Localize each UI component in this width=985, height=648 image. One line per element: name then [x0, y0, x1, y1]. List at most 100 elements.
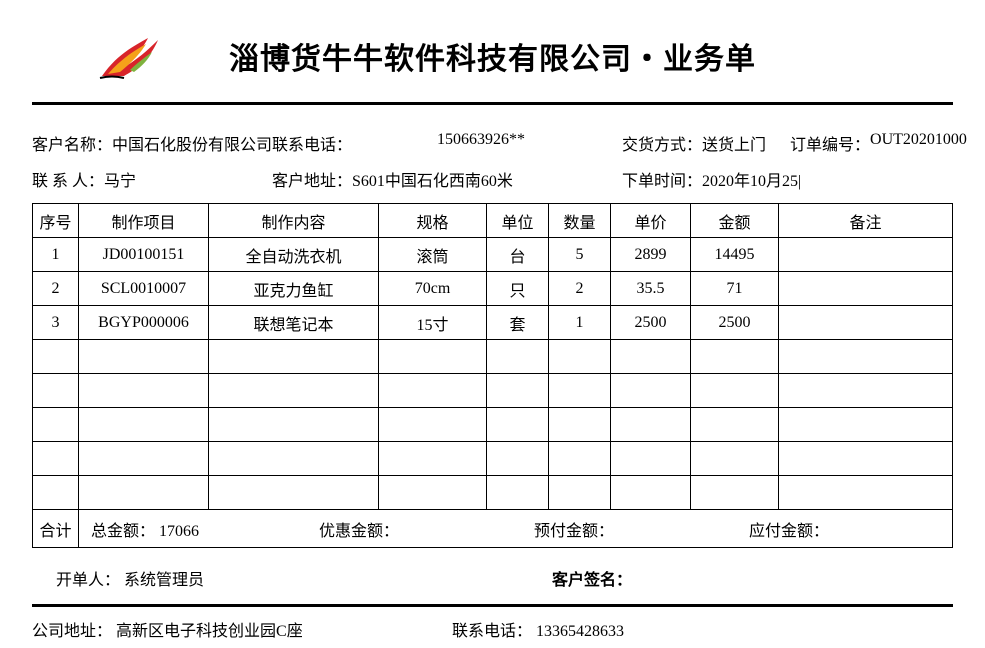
table-row-empty [33, 442, 953, 476]
delivery-label: 交货方式： [622, 131, 702, 155]
customer-addr-value: S601中国石化西南60米 [352, 167, 513, 191]
cell-empty [79, 374, 209, 408]
cell-qty: 5 [549, 238, 611, 272]
order-time-label: 下单时间： [622, 167, 702, 191]
order-info-block: 客户名称： 中国石化股份有限公司 联系电话： 150663926** 交货方式：… [32, 131, 953, 191]
company-addr-label: 公司地址： [32, 623, 112, 640]
cell-empty [487, 476, 549, 510]
business-order-document: 淄博货牛牛软件科技有限公司・业务单 客户名称： 中国石化股份有限公司 联系电话：… [0, 0, 985, 641]
cell-price: 35.5 [611, 272, 691, 306]
cell-empty [611, 476, 691, 510]
cell-qty: 2 [549, 272, 611, 306]
total-amount-value: 17066 [159, 523, 199, 540]
total-amount-label: 总金额： [91, 523, 155, 540]
signature-row: 开单人： 系统管理员 客户签名： [32, 566, 953, 590]
table-row-empty [33, 476, 953, 510]
table-header-row: 序号 制作项目 制作内容 规格 单位 数量 单价 金额 备注 [33, 204, 953, 238]
cell-price: 2500 [611, 306, 691, 340]
order-time-value: 2020年10月25| [702, 167, 801, 191]
cell-seq: 1 [33, 238, 79, 272]
creator-value: 系统管理员 [124, 572, 204, 589]
cell-spec: 70cm [379, 272, 487, 306]
cell-empty [379, 408, 487, 442]
cell-empty [33, 340, 79, 374]
cell-empty [691, 408, 779, 442]
creator-label: 开单人： [56, 572, 120, 589]
cell-note [779, 306, 953, 340]
contact-phone-label: 联系电话： [272, 131, 352, 155]
cell-unit: 套 [487, 306, 549, 340]
customer-name-label: 客户名称： [32, 131, 112, 155]
table-row-empty [33, 374, 953, 408]
company-phone-value: 13365428633 [536, 623, 624, 640]
col-seq: 序号 [33, 204, 79, 238]
company-addr-value: 高新区电子科技创业园C座 [116, 623, 303, 640]
cell-note [779, 238, 953, 272]
cell-amount: 71 [691, 272, 779, 306]
cell-note [779, 272, 953, 306]
table-row: 1JD00100151全自动洗衣机滚筒台5289914495 [33, 238, 953, 272]
cell-empty [487, 374, 549, 408]
cell-qty: 1 [549, 306, 611, 340]
cell-empty [549, 442, 611, 476]
col-content: 制作内容 [209, 204, 379, 238]
cell-unit: 只 [487, 272, 549, 306]
col-unit: 单位 [487, 204, 549, 238]
cell-price: 2899 [611, 238, 691, 272]
customer-addr-label: 客户地址： [272, 167, 352, 191]
cell-empty [611, 340, 691, 374]
cell-empty [379, 442, 487, 476]
cell-content: 全自动洗衣机 [209, 238, 379, 272]
cell-empty [33, 408, 79, 442]
cell-content: 亚克力鱼缸 [209, 272, 379, 306]
cell-empty [79, 408, 209, 442]
cell-empty [691, 340, 779, 374]
cell-empty [549, 408, 611, 442]
cell-seq: 2 [33, 272, 79, 306]
cell-item: BGYP000006 [79, 306, 209, 340]
cell-empty [487, 442, 549, 476]
customer-name-value: 中国石化股份有限公司 [112, 131, 272, 155]
cell-empty [33, 374, 79, 408]
cell-spec: 滚筒 [379, 238, 487, 272]
cell-empty [487, 340, 549, 374]
cell-empty [691, 442, 779, 476]
table-row-empty [33, 408, 953, 442]
col-price: 单价 [611, 204, 691, 238]
cell-empty [79, 476, 209, 510]
cell-empty [691, 476, 779, 510]
cell-empty [779, 374, 953, 408]
col-spec: 规格 [379, 204, 487, 238]
cell-empty [379, 476, 487, 510]
cell-amount: 2500 [691, 306, 779, 340]
cell-empty [779, 476, 953, 510]
table-row: 3BGYP000006联想笔记本15寸套125002500 [33, 306, 953, 340]
company-logo-icon [96, 26, 166, 87]
cell-empty [33, 476, 79, 510]
cell-empty [379, 374, 487, 408]
cell-empty [611, 374, 691, 408]
header-divider [32, 102, 953, 105]
table-header: 序号 制作项目 制作内容 规格 单位 数量 单价 金额 备注 [33, 204, 953, 238]
document-title: 淄博货牛牛软件科技有限公司・业务单 [229, 34, 756, 78]
cell-seq: 3 [33, 306, 79, 340]
cell-item: SCL0010007 [79, 272, 209, 306]
cell-empty [33, 442, 79, 476]
cell-empty [79, 340, 209, 374]
order-no-value: OUT20201000 [870, 131, 967, 155]
footer-row: 公司地址： 高新区电子科技创业园C座 联系电话： 13365428633 [32, 617, 953, 641]
cell-empty [379, 340, 487, 374]
table-body: 1JD00100151全自动洗衣机滚筒台52899144952SCL001000… [33, 238, 953, 510]
customer-sign-label: 客户签名： [552, 566, 632, 590]
cell-empty [779, 442, 953, 476]
cell-empty [209, 374, 379, 408]
discount-label: 优惠金额： [319, 523, 399, 540]
cell-empty [487, 408, 549, 442]
cell-empty [549, 374, 611, 408]
prepaid-label: 预付金额： [534, 523, 614, 540]
table-row: 2SCL0010007亚克力鱼缸70cm只235.571 [33, 272, 953, 306]
cell-unit: 台 [487, 238, 549, 272]
cell-item: JD00100151 [79, 238, 209, 272]
cell-empty [779, 340, 953, 374]
contact-person-label: 联 系 人： [32, 167, 104, 191]
